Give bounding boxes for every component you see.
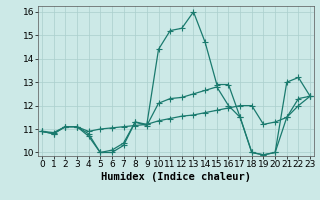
X-axis label: Humidex (Indice chaleur): Humidex (Indice chaleur) xyxy=(101,172,251,182)
